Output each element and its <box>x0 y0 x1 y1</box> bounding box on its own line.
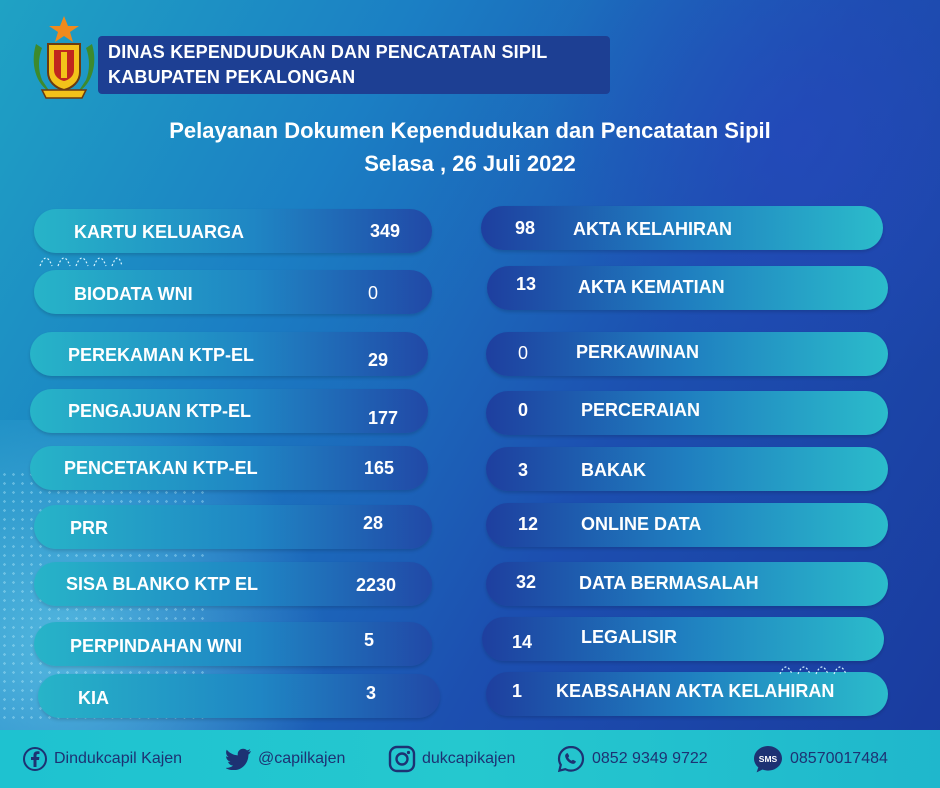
stat-value: 12 <box>518 514 539 534</box>
stat-kartu-keluarga: KARTU KELUARGA 349 <box>34 209 432 253</box>
stat-label: BIODATA WNI <box>74 284 193 304</box>
stat-label: PERKAWINAN <box>576 342 700 362</box>
stat-label: KIA <box>78 688 109 708</box>
stat-label: PENGAJUAN KTP-EL <box>68 401 252 421</box>
stat-value: 28 <box>363 513 384 533</box>
stat-label: PERCERAIAN <box>581 400 701 420</box>
whatsapp-icon <box>557 745 585 773</box>
stat-value: 2230 <box>356 575 397 595</box>
stat-label: SISA BLANKO KTP EL <box>66 574 259 594</box>
stat-value: 1 <box>512 681 523 701</box>
stat-value: 32 <box>516 572 537 592</box>
stat-online-data: 12 ONLINE DATA <box>486 503 888 547</box>
stat-prr: PRR 28 <box>34 505 432 549</box>
stat-label: PRR <box>70 518 109 538</box>
twitter-contact[interactable]: @capilkajen <box>226 730 345 788</box>
regency-emblem-icon <box>33 16 95 99</box>
stat-bakak: 3 BAKAK <box>486 447 888 491</box>
stat-value: 3 <box>518 460 529 480</box>
stat-value: 0 <box>368 283 379 303</box>
stat-pengajuan-ktp-el: PENGAJUAN KTP-EL 177 <box>30 389 428 433</box>
stat-akta-kematian: 13 AKTA KEMATIAN <box>487 266 888 310</box>
stat-value: 29 <box>368 350 389 370</box>
facebook-icon <box>23 747 47 771</box>
stat-perkawinan: 0 PERKAWINAN <box>486 332 888 376</box>
stat-value: 5 <box>364 630 375 650</box>
stat-label: ONLINE DATA <box>581 514 702 534</box>
stat-label: PERPINDAHAN WNI <box>70 636 243 656</box>
twitter-icon <box>226 748 251 770</box>
header-box: DINAS KEPENDUDUKAN DAN PENCATATAN SIPIL … <box>98 36 610 94</box>
sms-contact[interactable]: SMS 08570017484 <box>752 730 888 788</box>
stat-sisa-blanko-ktp-el: SISA BLANKO KTP EL 2230 <box>34 562 432 606</box>
squiggle-decoration <box>779 666 847 675</box>
stat-label: PEREKAMAN KTP-EL <box>68 345 255 365</box>
stat-label: AKTA KELAHIRAN <box>573 219 732 239</box>
instagram-contact[interactable]: dukcapikajen <box>388 730 515 788</box>
stat-value: 14 <box>512 632 533 652</box>
stat-pencetakan-ktp-el: PENCETAKAN KTP-EL 165 <box>30 446 428 490</box>
stat-value: 165 <box>364 458 395 478</box>
stat-value: 98 <box>515 218 536 238</box>
stat-perpindahan-wni: PERPINDAHAN WNI 5 <box>34 622 432 666</box>
stat-label: AKTA KEMATIAN <box>578 277 725 297</box>
stat-legalisir: 14 LEGALISIR <box>482 617 884 661</box>
stat-value: 349 <box>370 221 401 241</box>
stat-value: 0 <box>518 400 529 420</box>
stat-value: 3 <box>366 683 377 703</box>
facebook-handle: Dindukcapil Kajen <box>54 750 183 767</box>
sms-icon-text: SMS <box>759 754 778 764</box>
whatsapp-number: 0852 9349 9722 <box>592 750 708 767</box>
stat-akta-kelahiran: 98 AKTA KELAHIRAN <box>481 206 883 250</box>
stat-label: LEGALISIR <box>581 627 678 647</box>
sms-number: 08570017484 <box>790 750 888 767</box>
stat-value: 177 <box>368 408 399 428</box>
stat-keabsahan-akta-kelahiran: 1 KEABSAHAN AKTA KELAHIRAN <box>486 672 888 716</box>
stat-label: BAKAK <box>581 460 646 480</box>
stat-perceraian: 0 PERCERAIAN <box>486 391 888 435</box>
page-date: Selasa , 26 Juli 2022 <box>364 151 576 176</box>
stat-label: DATA BERMASALAH <box>579 573 759 593</box>
agency-name: DINAS KEPENDUDUKAN DAN PENCATATAN SIPIL <box>108 42 548 62</box>
squiggle-decoration <box>39 257 123 267</box>
whatsapp-contact[interactable]: 0852 9349 9722 <box>556 730 708 788</box>
stat-data-bermasalah: 32 DATA BERMASALAH <box>486 562 888 606</box>
stat-value: 0 <box>518 343 529 363</box>
sms-icon: SMS <box>754 746 782 773</box>
regency-name: KABUPATEN PEKALONGAN <box>108 67 356 87</box>
stat-value: 13 <box>516 274 537 294</box>
stat-label: PENCETAKAN KTP-EL <box>64 458 258 478</box>
stat-biodata-wni: BIODATA WNI 0 <box>34 270 432 314</box>
instagram-handle: dukcapikajen <box>422 750 516 767</box>
instagram-icon <box>388 745 416 773</box>
contact-footer: Dindukcapil Kajen @capilkajen dukcapikaj… <box>0 730 940 788</box>
stat-perekaman-ktp-el: PEREKAMAN KTP-EL 29 <box>30 332 428 376</box>
stat-label: KARTU KELUARGA <box>74 222 244 242</box>
stat-label: KEABSAHAN AKTA KELAHIRAN <box>556 681 835 701</box>
page-title: Pelayanan Dokumen Kependudukan dan Penca… <box>169 118 771 143</box>
stat-kia: KIA 3 <box>38 674 440 718</box>
twitter-handle: @capilkajen <box>258 750 346 767</box>
facebook-contact[interactable]: Dindukcapil Kajen <box>22 730 182 788</box>
